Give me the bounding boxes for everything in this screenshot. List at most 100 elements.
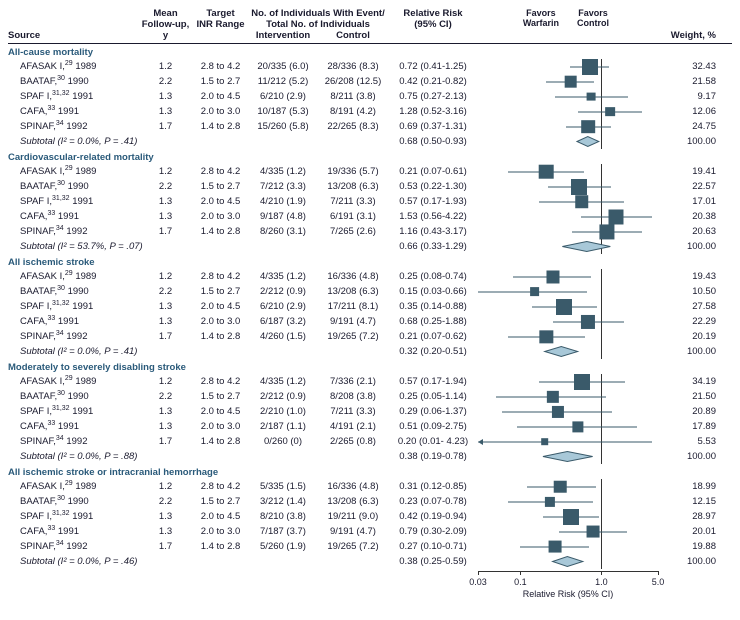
subtotal-label: Subtotal (I² = 0.0%, P = .41) [8, 346, 248, 357]
study-row: SPINAF,34 1992 1.7 1.4 to 2.8 4/260 (1.5… [8, 329, 732, 344]
point-marker [539, 164, 554, 179]
control-events: 9/191 (4.7) [318, 526, 388, 537]
study-name: AFASAK I,29 1989 [8, 375, 138, 387]
point-marker [546, 270, 559, 283]
group-title: Moderately to severely disabling stroke [8, 359, 732, 374]
diamond-marker [478, 449, 658, 464]
weight: 22.29 [658, 316, 716, 327]
control-events: 19/265 (7.2) [318, 331, 388, 342]
inr-range: 1.4 to 2.8 [193, 541, 248, 552]
study-name: SPAF I,31,32 1991 [8, 90, 138, 102]
study-name: SPAF I,31,32 1991 [8, 300, 138, 312]
plot-cell [478, 59, 658, 74]
relative-risk: 0.79 (0.30-2.09) [388, 526, 478, 537]
followup: 1.3 [138, 316, 193, 327]
control-events: 19/336 (5.7) [318, 166, 388, 177]
study-name: CAFA,33 1991 [8, 525, 138, 537]
study-name: AFASAK I,29 1989 [8, 480, 138, 492]
study-name: AFASAK I,29 1989 [8, 270, 138, 282]
weight: 20.38 [658, 211, 716, 222]
study-row: BAATAF,30 1990 2.2 1.5 to 2.7 2/212 (0.9… [8, 284, 732, 299]
diamond-marker [478, 554, 658, 569]
weight: 34.19 [658, 376, 716, 387]
subtotal-weight: 100.00 [658, 556, 716, 567]
plot-cell [478, 509, 658, 524]
followup: 1.3 [138, 91, 193, 102]
weight: 17.89 [658, 421, 716, 432]
relative-risk: 0.15 (0.03-0.66) [388, 286, 478, 297]
control-events: 9/191 (4.7) [318, 316, 388, 327]
study-row: SPAF I,31,32 1991 1.3 2.0 to 4.5 4/210 (… [8, 194, 732, 209]
intervention-events: 4/210 (1.9) [248, 196, 318, 207]
study-row: SPAF I,31,32 1991 1.3 2.0 to 4.5 6/210 (… [8, 89, 732, 104]
study-name: SPINAF,34 1992 [8, 435, 138, 447]
subtotal-label: Subtotal (I² = 0.0%, P = .46) [8, 556, 248, 567]
subtotal-plot [478, 344, 658, 359]
study-row: BAATAF,30 1990 2.2 1.5 to 2.7 2/212 (0.9… [8, 389, 732, 404]
hdr-rr: Relative Risk (95% CI) [388, 8, 478, 41]
study-name: BAATAF,30 1990 [8, 495, 138, 507]
relative-risk: 0.75 (0.27-2.13) [388, 91, 478, 102]
relative-risk: 1.28 (0.52-3.16) [388, 106, 478, 117]
plot-cell [478, 89, 658, 104]
followup: 1.7 [138, 331, 193, 342]
point-marker [545, 496, 555, 506]
relative-risk: 0.51 (0.09-2.75) [388, 421, 478, 432]
forest-plot: Source Mean Follow-up, y Target INR Rang… [8, 8, 732, 601]
diamond-marker [478, 344, 658, 359]
weight: 20.63 [658, 226, 716, 237]
followup: 1.3 [138, 196, 193, 207]
point-marker [552, 405, 564, 417]
plot-body: All-cause mortalityAFASAK I,29 1989 1.2 … [8, 44, 732, 569]
study-row: AFASAK I,29 1989 1.2 2.8 to 4.2 4/335 (1… [8, 164, 732, 179]
ci-line [478, 441, 652, 442]
control-events: 13/208 (6.3) [318, 286, 388, 297]
intervention-events: 4/335 (1.2) [248, 271, 318, 282]
control-events: 22/265 (8.3) [318, 121, 388, 132]
relative-risk: 0.68 (0.25-1.88) [388, 316, 478, 327]
intervention-events: 6/210 (2.9) [248, 91, 318, 102]
followup: 2.2 [138, 496, 193, 507]
inr-range: 2.8 to 4.2 [193, 61, 248, 72]
hdr-source: Source [8, 8, 138, 41]
study-name: BAATAF,30 1990 [8, 180, 138, 192]
intervention-events: 7/187 (3.7) [248, 526, 318, 537]
subtotal-row: Subtotal (I² = 0.0%, P = .46) 0.38 (0.25… [8, 554, 732, 569]
point-marker [563, 509, 579, 525]
relative-risk: 0.69 (0.37-1.31) [388, 121, 478, 132]
weight: 20.19 [658, 331, 716, 342]
inr-range: 1.4 to 2.8 [193, 436, 248, 447]
control-events: 16/336 (4.8) [318, 481, 388, 492]
header-row: Source Mean Follow-up, y Target INR Rang… [8, 8, 732, 44]
weight: 19.88 [658, 541, 716, 552]
study-name: BAATAF,30 1990 [8, 285, 138, 297]
study-name: CAFA,33 1991 [8, 315, 138, 327]
inr-range: 1.5 to 2.7 [193, 286, 248, 297]
subtotal-label: Subtotal (I² = 0.0%, P = .88) [8, 451, 248, 462]
relative-risk: 0.53 (0.22-1.30) [388, 181, 478, 192]
weight: 12.06 [658, 106, 716, 117]
subtotal-rr: 0.68 (0.50-0.93) [388, 136, 478, 147]
plot-cell [478, 494, 658, 509]
relative-risk: 0.72 (0.41-1.25) [388, 61, 478, 72]
plot-cell [478, 74, 658, 89]
control-events: 19/265 (7.2) [318, 541, 388, 552]
point-marker [565, 75, 578, 88]
control-events: 7/265 (2.6) [318, 226, 388, 237]
point-marker [571, 179, 587, 195]
relative-risk: 0.42 (0.21-0.82) [388, 76, 478, 87]
control-events: 16/336 (4.8) [318, 271, 388, 282]
axis-label: Relative Risk (95% CI) [478, 589, 658, 599]
followup: 1.2 [138, 481, 193, 492]
weight: 9.17 [658, 91, 716, 102]
study-name: SPAF I,31,32 1991 [8, 510, 138, 522]
study-name: SPINAF,34 1992 [8, 120, 138, 132]
intervention-events: 10/187 (5.3) [248, 106, 318, 117]
study-name: CAFA,33 1991 [8, 420, 138, 432]
study-row: SPINAF,34 1992 1.7 1.4 to 2.8 15/260 (5.… [8, 119, 732, 134]
intervention-events: 8/260 (3.1) [248, 226, 318, 237]
point-marker [582, 120, 596, 134]
plot-cell [478, 524, 658, 539]
inr-range: 1.5 to 2.7 [193, 496, 248, 507]
relative-risk: 0.25 (0.08-0.74) [388, 271, 478, 282]
